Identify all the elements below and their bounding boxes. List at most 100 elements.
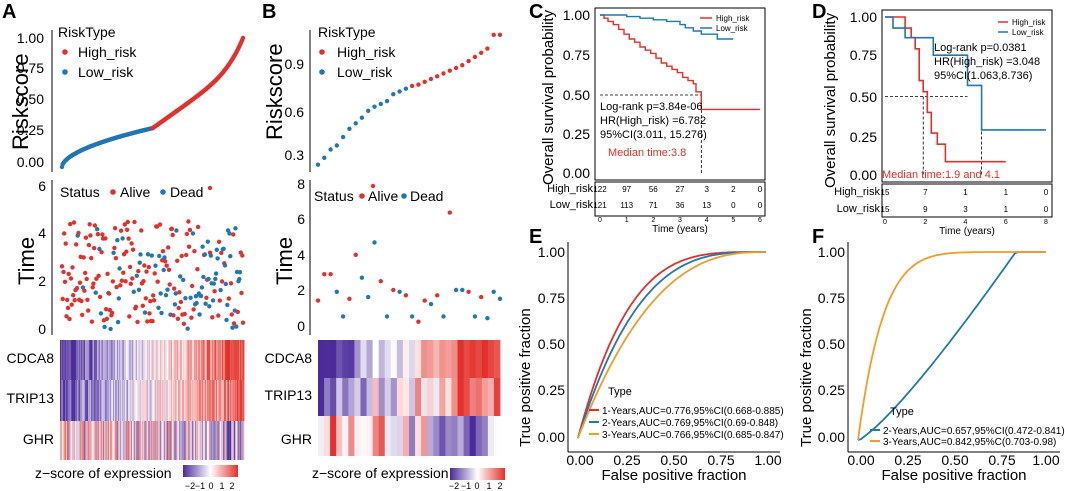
a-heat-cell [143, 340, 145, 380]
a-heat-cell [236, 380, 238, 421]
a-status-point [226, 296, 231, 301]
a-heat-cell [133, 421, 135, 460]
b-heat-cell [378, 416, 386, 456]
c-risk-count: 13 [702, 201, 711, 210]
a-status-point [160, 249, 166, 254]
b-heat-cell [396, 378, 404, 416]
a-heat-cell [222, 421, 224, 460]
a-status-point [91, 281, 96, 286]
a-heat-cell [101, 380, 103, 421]
a-heat-cell [112, 421, 114, 460]
b-heat-cell [451, 416, 458, 456]
b-risk-point [347, 126, 352, 131]
e-xtick: 0.00 [566, 452, 593, 468]
a-heat-cell [76, 421, 78, 460]
d-risk-table-frame [881, 183, 1053, 218]
a-heat-cell [142, 380, 144, 421]
b-status-point [347, 296, 352, 301]
a-status-point [188, 295, 193, 300]
c-xtick: 3 [678, 217, 682, 224]
a-heat-cell [159, 380, 162, 421]
a-heat-cell [81, 421, 84, 460]
a-heat-cell [99, 421, 101, 460]
a-status-point [235, 309, 240, 315]
a-heat-cell [175, 380, 177, 421]
a-heat-cell [131, 421, 133, 460]
a-heat-cell [111, 340, 113, 380]
a-heat-cell [83, 340, 85, 380]
a-heat-cell [151, 421, 153, 460]
b-heat-cell [415, 340, 422, 378]
a-heat-cell [78, 380, 81, 421]
a-heat-cell [198, 421, 200, 460]
a-heat-cell [122, 340, 124, 380]
c-xtick: 0 [598, 217, 602, 224]
a-status-point [192, 249, 197, 254]
a-heat-cell [126, 421, 128, 460]
a-status-point [218, 287, 223, 293]
f-roc-3-years [857, 251, 1046, 441]
a-heat-cell [232, 380, 234, 421]
a-heat-cell [215, 340, 217, 380]
c-legend-high: High_risk [716, 14, 750, 23]
c-ytick: 0.75 [563, 47, 590, 63]
a-heat-cell [195, 421, 197, 460]
b-legend-low-dot [319, 69, 325, 75]
a-heat-cell [97, 421, 99, 460]
a-heat-cell [165, 380, 167, 421]
a-heat-cell [228, 340, 231, 380]
b-risk-point [441, 71, 446, 76]
a-heat-cell [128, 421, 131, 460]
a-heat-cell [173, 340, 175, 380]
a-heat-cell [190, 421, 192, 460]
a-heat-cell [202, 421, 204, 460]
a-heat-cell [159, 340, 162, 380]
b-status-ytick: 6 [297, 211, 305, 227]
a-status-point [68, 276, 74, 281]
b-risk-point [384, 98, 390, 104]
a-status-point [90, 285, 95, 290]
a-heat-cell [66, 421, 68, 460]
b-status-point [397, 289, 402, 294]
a-status-point [104, 316, 110, 321]
a-heat-cell [206, 340, 209, 380]
a-risk-ytick: 0.00 [17, 154, 44, 170]
a-heat-cell [81, 380, 84, 421]
a-heat-cell [73, 421, 75, 460]
b-status-point [460, 287, 465, 293]
b-heat-cell [402, 378, 410, 416]
b-heat-cell [342, 416, 349, 456]
a-heat-cell [144, 380, 146, 421]
b-gene-label: CDCA8 [265, 350, 313, 366]
a-zscore-tick: −1 [195, 481, 205, 491]
a-status-point [233, 226, 238, 231]
a-status-point [95, 232, 101, 237]
a-status-point [189, 283, 195, 289]
b-heat-cell [481, 340, 489, 378]
a-heat-cell [239, 421, 241, 460]
a-heat-cell [130, 421, 132, 460]
a-heat-cell [174, 421, 176, 460]
a-status-point [237, 276, 242, 282]
f-legend-item: 2-Years,AUC=0.657,95%CI(0.472-0.841) [883, 426, 1065, 437]
a-heat-cell [131, 340, 134, 380]
a-status-point [197, 312, 202, 317]
a-heat-cell [116, 380, 118, 421]
a-heat-cell [109, 421, 112, 460]
panel-c: C Overall survival probability 1.00 0.75… [529, 1, 766, 235]
a-heat-cell [138, 340, 140, 380]
a-heat-cell [100, 380, 103, 421]
a-heat-cell [163, 421, 165, 460]
b-heat-cell [330, 340, 337, 378]
a-heat-cell [217, 340, 219, 380]
a-heat-cell [171, 421, 173, 460]
a-status-point [79, 298, 84, 304]
a-status-point [111, 250, 116, 255]
a-heat-cell [144, 340, 146, 380]
a-status-point [151, 293, 156, 298]
a-heat-cell [206, 421, 209, 460]
d-xtick: 8 [1044, 219, 1048, 226]
a-status-point [76, 230, 81, 236]
a-heat-cell [156, 380, 159, 421]
a-heat-cell [82, 421, 84, 460]
